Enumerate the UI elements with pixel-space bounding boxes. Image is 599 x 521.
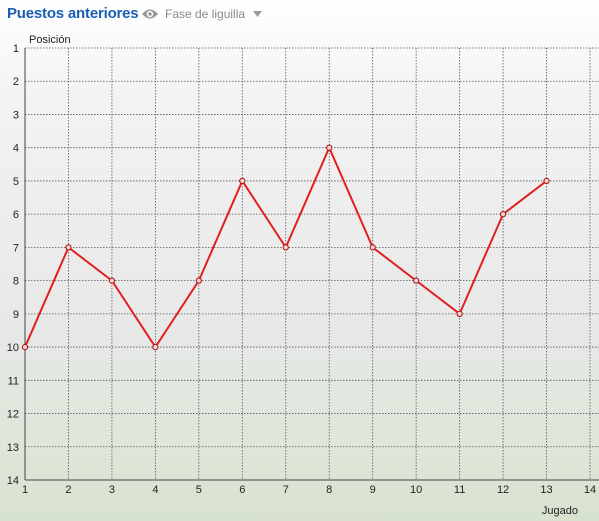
y-tick-label: 5 <box>13 176 19 188</box>
x-tick-label: 3 <box>109 484 115 496</box>
chart-grid <box>25 47 599 481</box>
x-tick-labels: 1 2 3 4 5 6 7 8 9 10 11 12 13 14 <box>22 484 596 496</box>
x-tick-label: 13 <box>540 484 552 496</box>
data-point <box>65 244 72 251</box>
y-tick-label: 9 <box>13 309 19 321</box>
caret-down-icon <box>253 11 263 17</box>
data-point <box>152 343 159 351</box>
x-tick-label: 4 <box>152 484 158 496</box>
x-tick-label: 11 <box>454 484 465 496</box>
x-tick-label: 12 <box>497 484 509 496</box>
y-tick-label: 6 <box>13 209 19 221</box>
y-tick-label: 13 <box>7 442 19 454</box>
x-tick-label: 1 <box>22 484 28 496</box>
x-tick-label: 10 <box>410 484 422 496</box>
x-tick-label: 6 <box>239 484 245 496</box>
data-point <box>195 277 202 284</box>
data-point <box>108 277 116 284</box>
y-tick-label: 10 <box>7 342 19 354</box>
series-points <box>21 144 550 351</box>
y-tick-label: 11 <box>8 375 19 387</box>
data-point <box>282 244 289 251</box>
data-point <box>413 277 420 284</box>
data-point <box>326 144 333 151</box>
y-tick-label: 8 <box>13 276 19 288</box>
x-tick-label: 8 <box>326 484 332 496</box>
x-tick-label: 7 <box>283 484 289 496</box>
data-point <box>499 211 507 218</box>
y-tick-label: 4 <box>13 143 19 155</box>
chart-axes <box>24 48 599 481</box>
chart-title: Puestos anteriores <box>7 5 139 22</box>
data-point <box>543 177 550 185</box>
eye-icon <box>142 9 158 19</box>
y-axis-label: Posición <box>29 34 71 46</box>
phase-dropdown[interactable]: Fase de liguilla <box>141 4 263 24</box>
x-tick-label: 9 <box>370 484 376 496</box>
y-tick-label: 14 <box>7 475 19 487</box>
x-tick-label: 5 <box>196 484 202 496</box>
x-tick-label: 2 <box>65 484 71 496</box>
x-tick-label: 14 <box>584 484 596 496</box>
y-tick-label: 1 <box>13 43 19 55</box>
phase-dropdown-label: Fase de liguilla <box>165 7 246 21</box>
data-point <box>369 244 376 251</box>
x-axis-label: Jugado <box>542 505 578 517</box>
y-tick-label: 7 <box>13 242 19 254</box>
data-point <box>239 177 246 185</box>
y-tick-label: 12 <box>7 409 19 421</box>
chart-header: Puestos anteriores Fase de liguilla <box>0 0 599 28</box>
y-tick-label: 2 <box>13 76 19 88</box>
data-point <box>456 310 463 317</box>
y-tick-label: 3 <box>13 109 19 121</box>
data-point <box>21 343 29 351</box>
